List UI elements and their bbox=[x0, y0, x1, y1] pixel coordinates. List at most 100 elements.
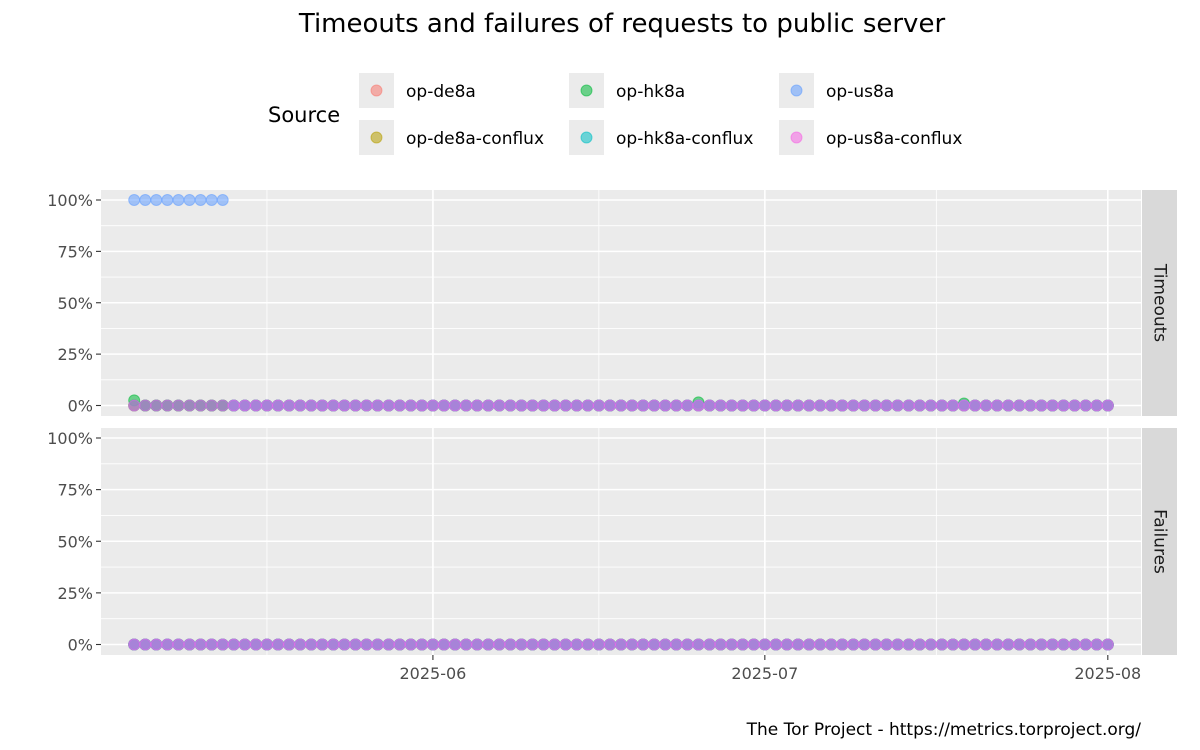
data-point bbox=[946, 638, 959, 651]
y-tick-label: 50% bbox=[57, 294, 93, 313]
data-point bbox=[703, 638, 716, 651]
data-point bbox=[537, 399, 550, 412]
data-point bbox=[681, 638, 694, 651]
data-point bbox=[780, 638, 793, 651]
data-point bbox=[592, 399, 605, 412]
data-point bbox=[161, 638, 174, 651]
data-point bbox=[504, 399, 517, 412]
data-point bbox=[747, 399, 760, 412]
data-point bbox=[736, 638, 749, 651]
data-point bbox=[371, 399, 384, 412]
data-point bbox=[482, 638, 495, 651]
legend-entry: op-de8a bbox=[359, 73, 476, 108]
data-point bbox=[249, 638, 262, 651]
data-point bbox=[703, 399, 716, 412]
data-point bbox=[426, 638, 439, 651]
data-point bbox=[216, 194, 229, 206]
data-point bbox=[238, 399, 251, 412]
data-point bbox=[161, 399, 174, 412]
data-point bbox=[404, 399, 417, 412]
data-point bbox=[283, 638, 296, 651]
data-point bbox=[924, 638, 937, 651]
data-point bbox=[471, 638, 484, 651]
data-point bbox=[449, 399, 462, 412]
legend-key-marker bbox=[370, 131, 383, 144]
y-tick-label: 100% bbox=[47, 191, 93, 210]
data-point bbox=[1068, 638, 1081, 651]
data-point bbox=[758, 399, 771, 412]
data-point bbox=[460, 638, 473, 651]
data-point bbox=[360, 399, 373, 412]
strip-background bbox=[1142, 428, 1177, 655]
legend-label: op-de8a-conflux bbox=[406, 129, 544, 149]
data-point bbox=[559, 399, 572, 412]
legend-key-marker bbox=[790, 131, 803, 144]
legend-entry: op-us8a-conflux bbox=[779, 120, 962, 155]
data-point bbox=[792, 399, 805, 412]
data-point bbox=[382, 638, 395, 651]
legend-entry: op-us8a bbox=[779, 73, 894, 108]
data-point bbox=[803, 399, 816, 412]
data-point bbox=[493, 638, 506, 651]
data-point bbox=[205, 194, 218, 206]
data-point bbox=[404, 638, 417, 651]
data-point bbox=[327, 638, 340, 651]
data-point bbox=[969, 399, 982, 412]
data-point bbox=[327, 399, 340, 412]
x-tick-label: 2025-07 bbox=[731, 664, 798, 683]
legend-key-marker bbox=[790, 84, 803, 97]
data-point bbox=[172, 638, 185, 651]
legend-entries: op-de8a op-de8a-conflux op-hk8a op-hk8a-con… bbox=[359, 73, 962, 155]
data-point bbox=[194, 399, 207, 412]
data-point bbox=[128, 638, 141, 651]
x-tick-label: 2025-08 bbox=[1074, 664, 1141, 683]
legend-key-marker bbox=[370, 84, 383, 97]
y-tick-label: 0% bbox=[68, 636, 93, 655]
data-point bbox=[924, 399, 937, 412]
data-point bbox=[880, 638, 893, 651]
data-point bbox=[194, 194, 207, 206]
data-point bbox=[537, 638, 550, 651]
data-point bbox=[581, 399, 594, 412]
data-point bbox=[227, 399, 240, 412]
data-point bbox=[161, 194, 174, 206]
data-point bbox=[283, 399, 296, 412]
data-point bbox=[946, 399, 959, 412]
data-point bbox=[637, 399, 650, 412]
data-point bbox=[725, 638, 738, 651]
data-point bbox=[1101, 399, 1114, 412]
data-point bbox=[559, 638, 572, 651]
data-point bbox=[1068, 399, 1081, 412]
data-point bbox=[615, 638, 627, 651]
data-point bbox=[338, 638, 351, 651]
data-point bbox=[847, 638, 860, 651]
panel-timeouts: 0% 25% 50% 75% 100% Timeouts bbox=[47, 190, 1177, 416]
data-point bbox=[570, 399, 583, 412]
data-point bbox=[1046, 399, 1059, 412]
data-point bbox=[659, 399, 672, 412]
data-point bbox=[603, 399, 616, 412]
y-tick-label: 75% bbox=[57, 242, 93, 261]
x-tick-label: 2025-06 bbox=[399, 664, 466, 683]
data-point bbox=[626, 399, 639, 412]
data-point bbox=[803, 638, 816, 651]
data-point bbox=[139, 638, 152, 651]
data-point bbox=[150, 399, 163, 412]
strip-background bbox=[1142, 190, 1177, 416]
chart-caption: The Tor Project - https://metrics.torpro… bbox=[746, 720, 1142, 740]
y-tick-label: 100% bbox=[47, 429, 93, 448]
data-point bbox=[991, 399, 1004, 412]
data-point bbox=[227, 638, 240, 651]
data-point bbox=[769, 399, 782, 412]
data-point bbox=[548, 638, 561, 651]
data-point bbox=[548, 399, 561, 412]
data-point bbox=[714, 638, 727, 651]
data-point bbox=[460, 399, 473, 412]
data-point bbox=[194, 638, 207, 651]
data-point bbox=[526, 638, 539, 651]
data-point bbox=[260, 638, 273, 651]
data-point bbox=[869, 638, 882, 651]
data-point bbox=[216, 399, 229, 412]
data-point bbox=[1101, 638, 1114, 651]
data-point bbox=[1046, 638, 1059, 651]
